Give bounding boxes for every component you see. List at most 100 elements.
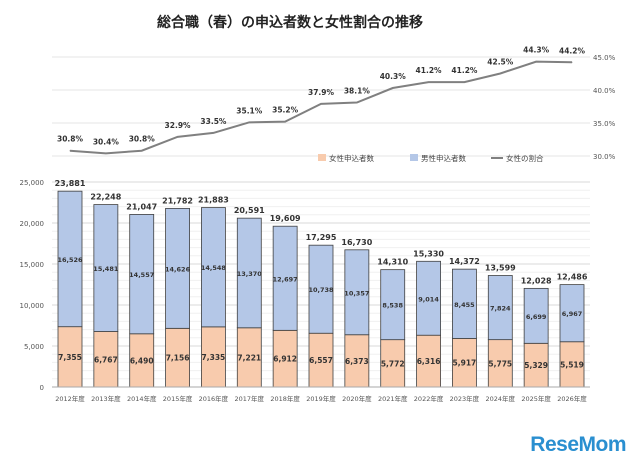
ratio-label: 32.9%	[165, 121, 192, 130]
bar-label-female: 6,373	[345, 357, 369, 366]
bar-male	[57, 190, 83, 328]
legend-label-female: 女性申込者数	[329, 153, 374, 163]
ratio-label: 42.5%	[487, 58, 514, 67]
bar-male	[272, 225, 298, 331]
bar-female	[165, 327, 190, 388]
bar-label-male: 8,455	[454, 301, 475, 309]
x-tick-label: 2014年度	[127, 394, 157, 403]
ratio-point	[428, 81, 430, 83]
bar-total-label: 15,330	[413, 249, 444, 258]
bar-label-male: 9,014	[418, 295, 439, 303]
bar-total-label: 21,883	[198, 196, 229, 205]
bar-female	[452, 338, 477, 388]
bar-total-label: 17,295	[306, 233, 337, 242]
bar-male	[380, 269, 406, 341]
bar-label-female: 6,912	[273, 355, 297, 364]
bar-male	[201, 207, 226, 328]
ratio-label: 35.2%	[272, 106, 299, 115]
ratio-label: 35.1%	[236, 106, 263, 115]
bar-label-male: 12,697	[273, 275, 298, 283]
bar-label-male: 14,557	[129, 271, 154, 279]
y-right-tick-label: 40.0%	[593, 87, 616, 95]
bar-label-male: 6,967	[562, 310, 583, 318]
legend-swatch-female	[318, 154, 326, 161]
x-tick-label: 2020年度	[342, 394, 372, 403]
bar-label-female: 7,156	[166, 354, 190, 363]
legend-swatch-male	[410, 154, 418, 161]
ratio-label: 44.3%	[523, 46, 550, 55]
bar-label-female: 7,221	[237, 353, 261, 362]
bar-label-male: 8,538	[382, 302, 403, 310]
ratio-point	[105, 152, 107, 154]
x-tick-label: 2016年度	[199, 394, 229, 403]
ratio-point	[535, 61, 537, 63]
x-tick-label: 2024年度	[486, 394, 516, 403]
bar-label-female: 5,917	[453, 359, 477, 368]
bar-label-female: 6,316	[417, 357, 441, 366]
x-tick-label: 2013年度	[91, 394, 121, 403]
x-tick-label: 2018年度	[270, 394, 300, 403]
y-tick-label: 5,000	[24, 343, 44, 351]
bar-label-male: 14,548	[201, 264, 227, 272]
bar-female	[344, 334, 370, 388]
bar-total-label: 12,486	[557, 273, 588, 282]
bar-total-label: 13,599	[485, 263, 516, 272]
bar-total-label: 14,310	[377, 258, 408, 267]
ratio-label: 41.2%	[416, 66, 443, 75]
bar-label-female: 5,775	[488, 359, 512, 368]
y-tick-label: 10,000	[20, 302, 45, 310]
ratio-label: 40.3%	[380, 72, 407, 81]
ratio-label: 33.5%	[200, 117, 227, 126]
ratio-point	[499, 73, 501, 74]
ratio-label: 44.2%	[559, 46, 586, 55]
bar-total-label: 23,881	[55, 179, 86, 188]
bar-total-label: 14,372	[449, 257, 480, 266]
bar-label-male: 6,699	[526, 313, 547, 321]
bar-total-label: 20,591	[234, 206, 265, 215]
bar-label-male: 14,626	[165, 265, 191, 273]
bar-label-male: 16,526	[57, 256, 83, 264]
ratio-label: 41.2%	[451, 66, 478, 75]
bar-total-label: 12,028	[521, 276, 552, 285]
bar-male	[344, 249, 370, 336]
x-tick-label: 2023年度	[450, 394, 480, 403]
x-tick-label: 2022年度	[414, 394, 444, 403]
ratio-point	[69, 150, 71, 152]
ratio-label: 30.4%	[93, 137, 120, 146]
resemom-logo: ReseMom	[530, 433, 626, 456]
ratio-label: 30.8%	[129, 135, 156, 144]
y-tick-label: 20,000	[20, 220, 45, 228]
bar-male	[487, 275, 513, 341]
y-tick-label: 0	[40, 384, 44, 392]
ratio-point	[248, 121, 250, 123]
bar-total-label: 16,730	[341, 238, 372, 247]
x-tick-label: 2015年度	[163, 394, 193, 403]
x-tick-label: 2019年度	[306, 394, 336, 403]
bar-total-label: 19,609	[270, 214, 301, 223]
bar-label-male: 15,481	[93, 265, 119, 273]
ratio-label: 37.9%	[308, 88, 335, 97]
ratio-point	[571, 61, 573, 63]
x-tick-label: 2026年度	[557, 394, 587, 403]
bar-male	[165, 207, 190, 329]
y-right-tick-label: 30.0%	[593, 153, 616, 161]
bar-label-female: 6,557	[309, 356, 333, 365]
bar-label-male: 7,824	[490, 305, 511, 313]
legend-label-male: 男性申込者数	[421, 153, 466, 163]
bar-label-male: 10,738	[308, 286, 334, 294]
ratio-point	[212, 132, 214, 134]
bar-label-female: 6,767	[94, 355, 118, 364]
bar-male	[523, 287, 549, 344]
bar-male	[308, 244, 334, 334]
x-tick-label: 2017年度	[235, 394, 265, 403]
bar-male	[236, 217, 262, 329]
bar-label-female: 6,490	[130, 356, 154, 365]
bar-label-female: 5,772	[381, 359, 405, 368]
ratio-point	[392, 87, 394, 89]
bar-female	[129, 333, 155, 388]
y-right-tick-label: 35.0%	[593, 120, 616, 128]
bar-female	[559, 341, 585, 388]
bar-male	[559, 284, 585, 343]
ratio-point	[463, 81, 465, 83]
